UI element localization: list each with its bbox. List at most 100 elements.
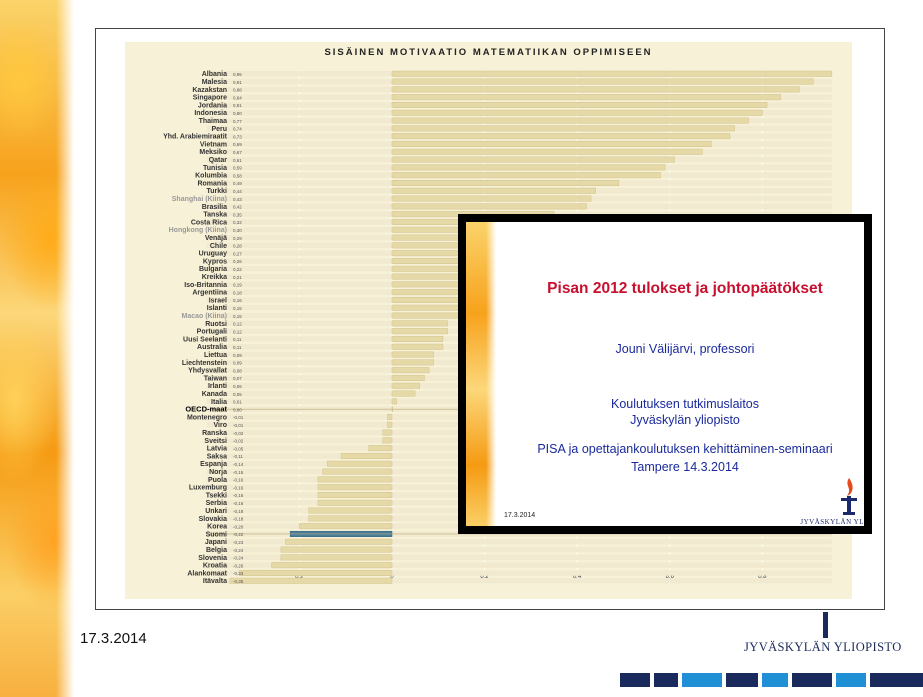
row-label: Argentiina: [192, 290, 227, 297]
data-label: -0,02: [233, 439, 244, 444]
bar: [387, 421, 393, 428]
data-label: 0,21: [233, 275, 242, 280]
inset-author: Jouni Välijärvi, professori: [615, 342, 755, 356]
x-tick-label: 0,6: [666, 574, 675, 580]
row-label: Tunisia: [203, 165, 227, 172]
data-label: 0,00: [233, 407, 242, 412]
row-label: Luxemburg: [189, 485, 227, 492]
row-label: Slovenia: [198, 555, 227, 562]
footer-date: 17.3.2014: [80, 630, 147, 647]
data-label: 0,26: [233, 259, 242, 264]
row-label: Uusi Seelanti: [183, 336, 227, 343]
bar: [391, 133, 731, 140]
row-label: Jordania: [198, 102, 227, 109]
x-tick-label: 0,2: [480, 574, 489, 580]
bar: [391, 390, 416, 397]
row-label: Iso-Britannia: [184, 282, 227, 289]
row-label: Espanja: [200, 461, 227, 468]
data-label: 0,06: [233, 384, 242, 389]
row-label: Kolumbia: [195, 173, 227, 180]
torch-logo-icon: [841, 478, 857, 515]
row-label: Yhdysvallat: [188, 368, 228, 375]
data-label: 0,18: [233, 290, 242, 295]
inset-slide-content: Pisan 2012 tulokset ja johtopäätökset Jo…: [466, 222, 864, 526]
row-label: Bulgaria: [199, 266, 227, 273]
row-label: Israel: [209, 297, 227, 304]
data-label: 0,49: [233, 181, 242, 186]
x-tick-label: 0,8: [758, 574, 767, 580]
data-label: 0,88: [233, 88, 242, 93]
row-label: Portugali: [197, 329, 227, 336]
inset-title-slide: Pisan 2012 tulokset ja johtopäätökset Jo…: [458, 214, 872, 534]
row-label: Vietnam: [200, 141, 227, 148]
data-label: -0,23: [233, 540, 244, 545]
bar: [391, 359, 434, 366]
footer-bar-segment: [836, 673, 866, 687]
bar: [391, 203, 587, 210]
bar: [391, 179, 620, 186]
bar: [308, 515, 393, 522]
data-label: -0,35: [233, 579, 244, 584]
row-label: Liettua: [204, 352, 227, 359]
row-label: Yhd. Arabiemiraatit: [163, 134, 228, 141]
row-label: Saksa: [207, 453, 227, 460]
bar: [382, 437, 393, 444]
row-label: Kreikka: [202, 274, 227, 281]
row-label: Liechtenstein: [182, 360, 227, 367]
row-label: Macao (Kiina): [181, 313, 227, 320]
bar: [391, 367, 430, 374]
row-label: Costa Rica: [191, 219, 227, 226]
bar: [391, 148, 703, 155]
bar: [391, 172, 661, 179]
bar: [391, 101, 768, 108]
row-label: Venäjä: [205, 235, 227, 242]
bar: [391, 343, 444, 350]
data-label: 0,81: [233, 103, 242, 108]
data-label: 0,27: [233, 251, 242, 256]
bar: [391, 78, 814, 85]
bar-track: [206, 562, 832, 568]
bar: [391, 296, 467, 303]
row-label: Hongkong (Kiina): [169, 227, 227, 234]
inset-university-logo-text: JYVÄSKYLÄN YL: [800, 518, 864, 526]
data-label: -0,01: [233, 423, 244, 428]
bar: [391, 328, 448, 335]
bar: [271, 562, 393, 569]
data-label: 0,77: [233, 119, 242, 124]
row-label: Belgia: [206, 547, 227, 554]
bar: [391, 164, 666, 171]
bar: [317, 484, 393, 491]
row-label: Suomi: [206, 531, 227, 538]
row-label: Irlanti: [208, 383, 227, 390]
row-label: Thaimaa: [199, 118, 228, 125]
footer-bar-segment: [870, 673, 923, 687]
data-label: 0,91: [233, 80, 242, 85]
bar: [317, 499, 393, 506]
row-label: Alankomaat: [187, 570, 227, 577]
bar: [391, 382, 421, 389]
data-label: 0,84: [233, 95, 242, 100]
data-label: -0,24: [233, 556, 244, 561]
data-label: 0,42: [233, 205, 242, 210]
data-label: 0,15: [233, 314, 242, 319]
data-label: 0,12: [233, 322, 242, 327]
data-label: 0,80: [233, 111, 242, 116]
bar: [340, 452, 393, 459]
data-label: 0,29: [233, 236, 242, 241]
data-label: -0,33: [233, 571, 244, 576]
data-label: -0,18: [233, 517, 244, 522]
bar-track: [206, 570, 832, 576]
row-label: Malesia: [202, 79, 227, 86]
footer-bar-segment: [682, 673, 722, 687]
data-label: 0,32: [233, 220, 242, 225]
row-label: Meksiko: [199, 149, 227, 156]
data-label: 0,69: [233, 142, 242, 147]
bar: [391, 94, 782, 101]
inset-leaf-decoration: [466, 222, 496, 526]
row-label: Tanska: [203, 212, 227, 219]
data-label: -0,16: [233, 493, 244, 498]
data-label: -0,20: [233, 524, 244, 529]
row-label: Montenegro: [187, 414, 227, 421]
data-label: 0,12: [233, 329, 242, 334]
bar-track: [206, 539, 832, 545]
